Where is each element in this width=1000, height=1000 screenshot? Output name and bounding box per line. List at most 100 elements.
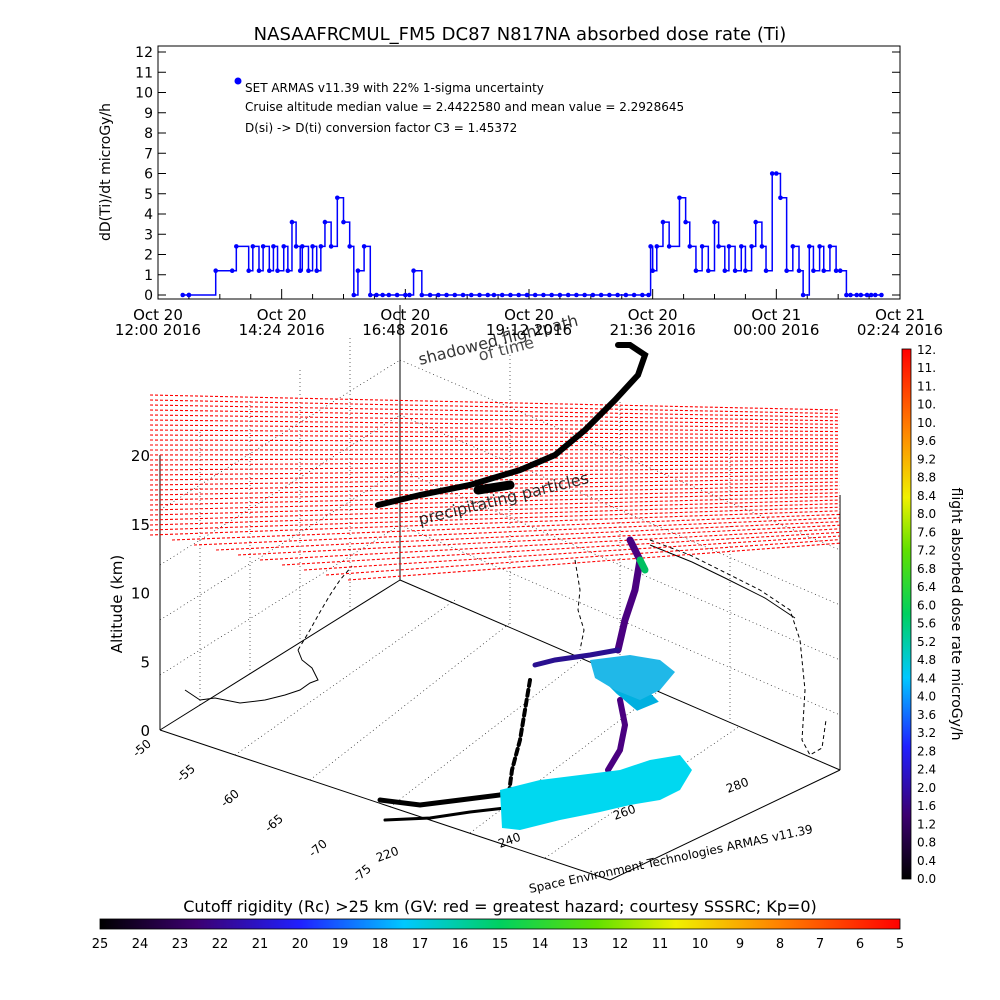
rigidity-colorbar-tick: 22 <box>212 937 229 952</box>
data-point <box>590 292 596 298</box>
flightpath-3d-panel: Altitude (km) 0 5 10 15 20 -50 -55 -60 -65 -70 -7… <box>108 305 841 896</box>
data-point <box>648 244 653 249</box>
dose-rate-series <box>180 171 884 298</box>
data-point <box>778 195 783 201</box>
dose-colorbar-tick: 8.4 <box>917 489 936 503</box>
data-point <box>250 244 256 249</box>
x-tick-label: 12:00 2016 <box>115 321 201 339</box>
data-point <box>807 244 812 249</box>
lat-tick-label: -50 <box>130 737 154 760</box>
lon-tick-label: 240 <box>496 830 522 851</box>
data-point <box>460 292 466 298</box>
data-point <box>516 292 521 298</box>
dose-colorbar-tick: 4.8 <box>917 653 936 667</box>
dose-colorbar-tick: 12. <box>917 343 936 357</box>
data-point <box>549 292 554 298</box>
hazard-line <box>149 495 841 516</box>
data-point <box>260 244 266 249</box>
data-point <box>234 244 239 249</box>
dose-colorbar-tick: 5.2 <box>917 635 936 649</box>
hazard-line <box>171 513 841 541</box>
hazard-line <box>149 419 841 429</box>
data-point <box>615 292 620 298</box>
data-point <box>646 292 651 298</box>
data-point <box>347 244 352 249</box>
z-tick-label: 5 <box>140 653 150 671</box>
data-point <box>403 292 408 298</box>
rigidity-colorbar-ticks: 25 24 23 22 21 20 19 18 17 16 15 14 13 12 11 10 9 8 7 6 5 <box>92 937 904 952</box>
lat-ticks: -50 -55 -60 -65 -70 -75 <box>130 737 374 885</box>
y-tick-label: 8 <box>144 126 153 142</box>
dose-colorbar-tick: 8.8 <box>917 471 936 485</box>
data-point <box>753 219 759 225</box>
y-tick-label: 2 <box>144 248 153 264</box>
cruise-median-note: Cruise altitude median value = 2.4422580… <box>245 100 684 114</box>
rigidity-colorbar-tick: 20 <box>292 937 309 952</box>
y-tick-label: 0 <box>144 288 153 304</box>
data-point <box>712 219 717 225</box>
data-point <box>817 244 822 249</box>
dose-colorbar-ticks: 0.0 0.4 0.8 1.2 1.6 2.0 2.4 2.8 3.2 3.6 4.0 4.4 4.8 5… <box>917 343 936 886</box>
footprint-area <box>590 655 675 700</box>
data-point <box>790 244 796 249</box>
shadowed-flightpath <box>375 342 649 508</box>
data-point <box>229 268 235 274</box>
dose-colorbar-tick: 3.2 <box>917 726 936 740</box>
data-point <box>468 292 474 298</box>
dose-colorbar-tick: 6.4 <box>917 580 936 594</box>
data-point <box>355 268 361 274</box>
data-point <box>367 292 373 298</box>
rigidity-colorbar: Cutoff rigidity (Rc) >25 km (GV: red = g… <box>92 897 904 952</box>
dose-colorbar-tick: 10. <box>917 416 936 430</box>
lat-tick-label: -70 <box>306 837 330 860</box>
data-point <box>271 244 276 249</box>
rigidity-colorbar-tick: 11 <box>652 937 669 952</box>
y-tick-label: 10 <box>135 86 153 102</box>
rigidity-colorbar-tick: 15 <box>492 937 509 952</box>
hazard-line <box>303 535 841 571</box>
hazard-line <box>149 456 841 461</box>
legend-label: SET ARMAS v11.39 with 22% 1-sigma uncert… <box>245 81 544 95</box>
hazard-line <box>149 459 841 466</box>
data-point <box>811 268 816 274</box>
y-tick-label: 5 <box>144 187 153 203</box>
data-point <box>374 292 379 298</box>
x-tick-label: 19:12 2016 <box>486 321 572 339</box>
lat-tick-label: -55 <box>174 762 198 785</box>
data-point <box>557 292 563 298</box>
hazard-line <box>149 399 841 415</box>
x-tick-label: 21:36 2016 <box>610 321 696 339</box>
dose-colorbar-tick: 0.8 <box>917 836 936 850</box>
z-tick-label: 10 <box>131 585 150 603</box>
dose-colorbar-fill <box>901 348 912 880</box>
data-point <box>722 268 728 274</box>
dose-colorbar-tick: 0.4 <box>917 854 936 868</box>
hazard-line <box>193 517 841 546</box>
dose-colorbar-tick: 6.8 <box>917 562 936 576</box>
dose-colorbar-tick: 2.0 <box>917 781 936 795</box>
data-point <box>328 244 334 249</box>
data-point <box>310 244 315 249</box>
data-point <box>541 292 546 298</box>
data-point <box>574 292 579 298</box>
hazard-line <box>149 409 841 422</box>
y-tick-label: 6 <box>144 167 153 183</box>
x-tick-label: Oct 20 <box>257 306 307 324</box>
hazard-line <box>149 463 841 471</box>
hazard-line <box>215 521 841 551</box>
data-point <box>749 244 754 249</box>
data-point <box>844 292 849 298</box>
rigidity-colorbar-tick: 9 <box>736 937 744 952</box>
data-point <box>732 268 738 274</box>
x-tick-label: Oct 20 <box>504 306 554 324</box>
dose-colorbar-tick: 6.0 <box>917 598 936 612</box>
x-tick-label: Oct 20 <box>628 306 678 324</box>
data-point <box>565 292 571 298</box>
rigidity-colorbar-tick: 5 <box>896 937 904 952</box>
data-point <box>285 268 291 274</box>
data-point <box>864 292 870 298</box>
data-point <box>693 268 699 274</box>
data-point <box>275 268 280 274</box>
data-point <box>427 292 433 298</box>
